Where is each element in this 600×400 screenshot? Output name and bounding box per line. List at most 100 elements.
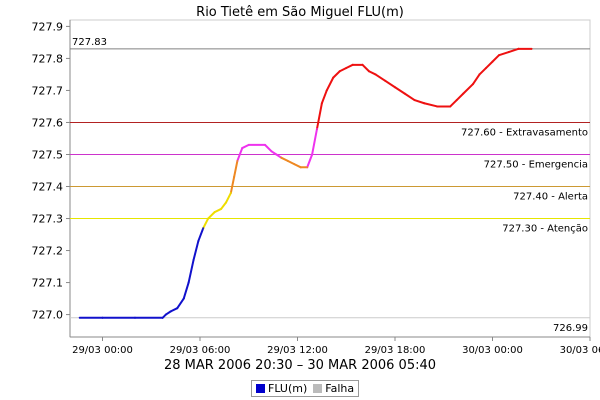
y-tick-label: 727.1 <box>32 277 64 290</box>
series-segment <box>423 102 439 108</box>
x-tick-label: 29/03 12:00 <box>267 345 328 356</box>
y-tick-label: 727.9 <box>32 20 64 33</box>
series-segment <box>491 54 500 63</box>
x-axis-label: 28 MAR 2006 20:30 – 30 MAR 2006 05:40 <box>164 358 436 373</box>
series-segment <box>455 92 465 102</box>
data-point <box>161 316 164 319</box>
data-point <box>436 105 439 108</box>
data-point <box>423 102 426 105</box>
legend-item-falha: Falha <box>313 382 354 395</box>
data-point <box>306 166 309 169</box>
series-segment <box>241 143 250 150</box>
data-point <box>280 156 283 159</box>
y-tick-label: 727.6 <box>32 116 64 129</box>
series-segment <box>187 259 195 284</box>
data-point <box>220 208 223 210</box>
x-tick-label: 29/03 00:00 <box>72 345 133 356</box>
series-segment <box>485 60 494 70</box>
series-segment <box>220 201 227 210</box>
data-point <box>325 89 328 92</box>
chart-title: Rio Tietê em São Miguel FLU(m) <box>196 5 404 20</box>
data-point <box>403 92 406 95</box>
y-tick-label: 727.2 <box>32 245 64 258</box>
data-point <box>192 259 195 262</box>
x-tick-label: 30/03 00:00 <box>462 345 523 356</box>
data-point <box>478 73 481 76</box>
series-segment <box>236 147 244 162</box>
series-segment <box>507 47 520 54</box>
series-segment <box>225 191 232 204</box>
data-point <box>101 316 104 319</box>
data-point <box>413 99 416 101</box>
legend-swatch-flu <box>256 384 265 393</box>
data-point <box>213 211 216 214</box>
series-segment <box>345 63 354 70</box>
series-segment <box>374 73 387 82</box>
data-point <box>176 307 179 310</box>
x-tick-label: 29/03 06:00 <box>170 345 231 356</box>
y-tick-label: 727.8 <box>32 52 64 65</box>
series-segment <box>182 281 190 300</box>
data-point <box>229 192 232 194</box>
data-point <box>264 143 266 146</box>
y-tick-label: 727.0 <box>32 309 64 322</box>
data-point <box>485 67 487 69</box>
data-point <box>225 201 227 204</box>
data-point <box>449 105 452 108</box>
series-segment <box>332 70 341 79</box>
series-segment <box>311 127 318 156</box>
series-segment <box>384 79 396 89</box>
data-point <box>134 316 136 319</box>
y-tick-label: 727.3 <box>32 213 64 226</box>
data-point <box>338 70 341 73</box>
data-point <box>320 102 323 105</box>
data-point <box>187 281 190 284</box>
series-segment <box>361 63 370 73</box>
series-segment <box>280 156 289 162</box>
y-tick-label: 727.5 <box>32 148 64 161</box>
series-segment <box>207 211 216 220</box>
reference-line-label: 727.83 <box>72 37 107 48</box>
x-axis: 29/03 00:00 29/03 06:00 29/03 12:00 29/03 1… <box>72 337 600 356</box>
data-point <box>197 240 200 242</box>
data-point <box>233 175 236 178</box>
series-segment <box>449 99 458 108</box>
y-tick-label: 727.7 <box>32 84 64 97</box>
data-point <box>368 70 370 73</box>
data-point <box>207 217 210 220</box>
reference-line-label: 727.30 - Atenção <box>502 224 588 235</box>
legend-swatch-falha <box>313 384 323 393</box>
y-tick-label: 727.4 <box>32 181 64 194</box>
series-segment <box>233 159 239 178</box>
legend-label-falha: Falha <box>325 382 355 395</box>
data-point <box>182 297 185 300</box>
series-segment <box>338 67 348 73</box>
reference-line-label: 726.99 <box>553 323 588 334</box>
series-segment <box>229 175 236 194</box>
data-point <box>491 60 494 63</box>
series-segment <box>368 70 377 76</box>
series-segment <box>462 83 474 95</box>
series-segment <box>413 99 426 105</box>
data-point <box>332 76 335 79</box>
data-point <box>316 127 318 130</box>
data-point <box>247 143 250 146</box>
data-point <box>275 153 278 156</box>
data-point <box>361 63 364 66</box>
data-point <box>78 316 81 319</box>
plot-background <box>69 19 591 338</box>
data-point <box>462 92 465 95</box>
series-layer <box>78 47 533 319</box>
series-segment <box>192 239 200 262</box>
data-point <box>241 147 244 149</box>
legend-item-flu: FLU(m) <box>256 382 307 395</box>
data-point <box>455 99 458 101</box>
series-segment <box>403 92 416 102</box>
series-segment <box>478 67 487 76</box>
series-segment <box>306 153 314 169</box>
data-point <box>384 79 387 82</box>
reference-line-label: 727.60 - Extravasamento <box>461 127 588 138</box>
data-point <box>351 63 354 66</box>
series-segment <box>264 143 273 153</box>
